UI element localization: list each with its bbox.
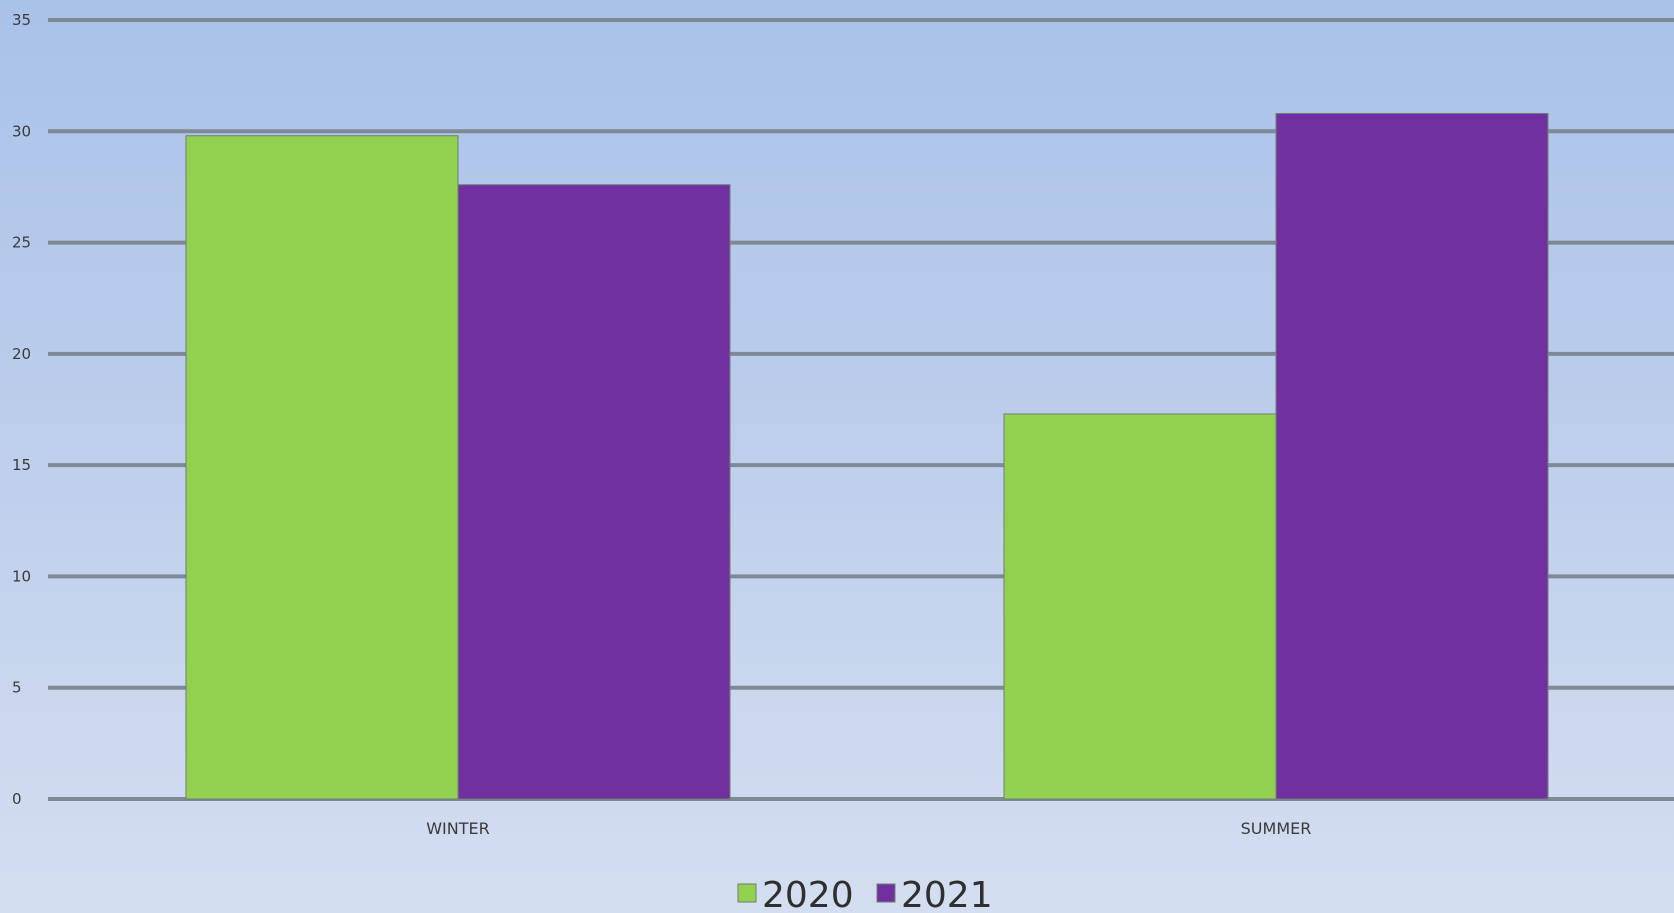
y-tick-label: 5	[12, 679, 22, 697]
legend-swatch-2021	[876, 883, 896, 903]
legend: 2020 2021	[737, 875, 993, 913]
legend-swatch-2020	[737, 883, 757, 903]
x-category-label: WINTER	[426, 819, 490, 838]
y-tick-label: 20	[12, 345, 31, 363]
y-tick-label: 25	[12, 234, 31, 252]
y-tick-label: 0	[12, 790, 22, 808]
y-tick-label: 15	[12, 456, 31, 474]
legend-label-2021: 2021	[901, 875, 993, 913]
bars	[185, 112, 1549, 800]
y-tick-label: 35	[12, 11, 31, 29]
y-tick-label: 10	[12, 567, 31, 585]
y-tick-label: 30	[12, 122, 31, 140]
x-axis-category-labels: WINTER SUMMER	[426, 819, 1311, 838]
bar-2021-summer	[1275, 112, 1549, 800]
bar-2020-winter	[185, 135, 459, 800]
legend-label-2020: 2020	[762, 875, 854, 913]
x-category-label: SUMMER	[1241, 819, 1312, 838]
bar-2021-winter	[457, 184, 731, 800]
y-axis-tick-labels: 0 5 10 15 20 25 30 35	[12, 11, 31, 808]
bar-2020-summer	[1003, 413, 1277, 800]
